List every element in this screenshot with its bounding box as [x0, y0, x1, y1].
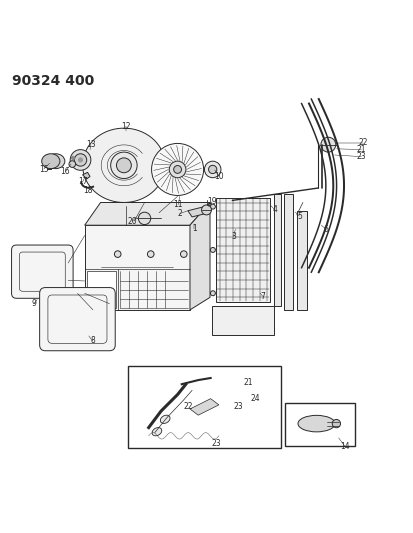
Text: 20: 20 — [127, 217, 137, 226]
Polygon shape — [297, 211, 307, 310]
Text: 7: 7 — [260, 292, 265, 301]
FancyBboxPatch shape — [40, 288, 115, 351]
Text: 19: 19 — [207, 197, 217, 206]
Circle shape — [147, 251, 154, 257]
Circle shape — [116, 158, 131, 173]
Circle shape — [180, 251, 187, 257]
Text: 6: 6 — [324, 225, 329, 234]
Circle shape — [138, 212, 151, 224]
Circle shape — [69, 161, 76, 167]
Ellipse shape — [42, 154, 60, 168]
Text: 24: 24 — [250, 394, 260, 403]
Text: 21: 21 — [356, 145, 366, 154]
Text: 15: 15 — [39, 165, 49, 174]
Circle shape — [114, 251, 121, 257]
Circle shape — [169, 161, 186, 178]
Polygon shape — [85, 225, 190, 310]
Polygon shape — [83, 172, 90, 179]
Ellipse shape — [298, 415, 335, 432]
Bar — [128, 366, 281, 448]
Text: 13: 13 — [86, 140, 96, 149]
Text: 10: 10 — [214, 172, 224, 181]
FancyBboxPatch shape — [12, 245, 73, 298]
Ellipse shape — [152, 427, 162, 436]
Polygon shape — [83, 128, 161, 203]
Circle shape — [321, 137, 336, 152]
Text: 23: 23 — [211, 439, 221, 448]
Text: 22: 22 — [358, 138, 368, 147]
Circle shape — [210, 291, 216, 296]
Circle shape — [111, 152, 137, 179]
Text: 18: 18 — [83, 186, 93, 195]
Polygon shape — [212, 305, 274, 335]
Polygon shape — [190, 399, 219, 415]
Ellipse shape — [160, 415, 170, 423]
Text: 14: 14 — [340, 442, 350, 451]
Polygon shape — [190, 203, 210, 310]
Text: 22: 22 — [184, 402, 194, 411]
Polygon shape — [87, 271, 116, 308]
Polygon shape — [85, 203, 210, 225]
Text: 17: 17 — [78, 177, 88, 187]
Polygon shape — [285, 194, 294, 310]
Text: 11: 11 — [173, 200, 183, 209]
Text: 8: 8 — [90, 336, 95, 345]
Text: 4: 4 — [272, 205, 277, 214]
Bar — [285, 403, 355, 446]
Text: 5: 5 — [297, 212, 302, 221]
Circle shape — [70, 150, 91, 170]
Text: 16: 16 — [60, 167, 70, 176]
Text: 3: 3 — [231, 232, 236, 241]
Text: 1: 1 — [192, 224, 197, 233]
Circle shape — [152, 143, 204, 196]
Circle shape — [209, 165, 217, 174]
Text: 2: 2 — [177, 209, 182, 218]
Text: 9: 9 — [31, 299, 36, 308]
Circle shape — [202, 205, 211, 215]
Circle shape — [332, 419, 341, 428]
Circle shape — [210, 247, 216, 253]
Polygon shape — [188, 207, 209, 217]
Polygon shape — [274, 194, 282, 305]
Circle shape — [174, 166, 181, 173]
Circle shape — [74, 154, 87, 166]
Circle shape — [210, 204, 216, 209]
Text: 12: 12 — [121, 122, 131, 131]
Circle shape — [78, 158, 83, 162]
Ellipse shape — [47, 154, 65, 168]
Text: 90324 400: 90324 400 — [12, 75, 95, 88]
Circle shape — [204, 161, 221, 177]
Polygon shape — [116, 203, 131, 219]
Polygon shape — [216, 198, 270, 302]
Text: 23: 23 — [356, 152, 366, 161]
Polygon shape — [47, 154, 51, 168]
Text: 23: 23 — [234, 401, 244, 410]
Text: 21: 21 — [244, 378, 254, 387]
Circle shape — [71, 156, 75, 159]
